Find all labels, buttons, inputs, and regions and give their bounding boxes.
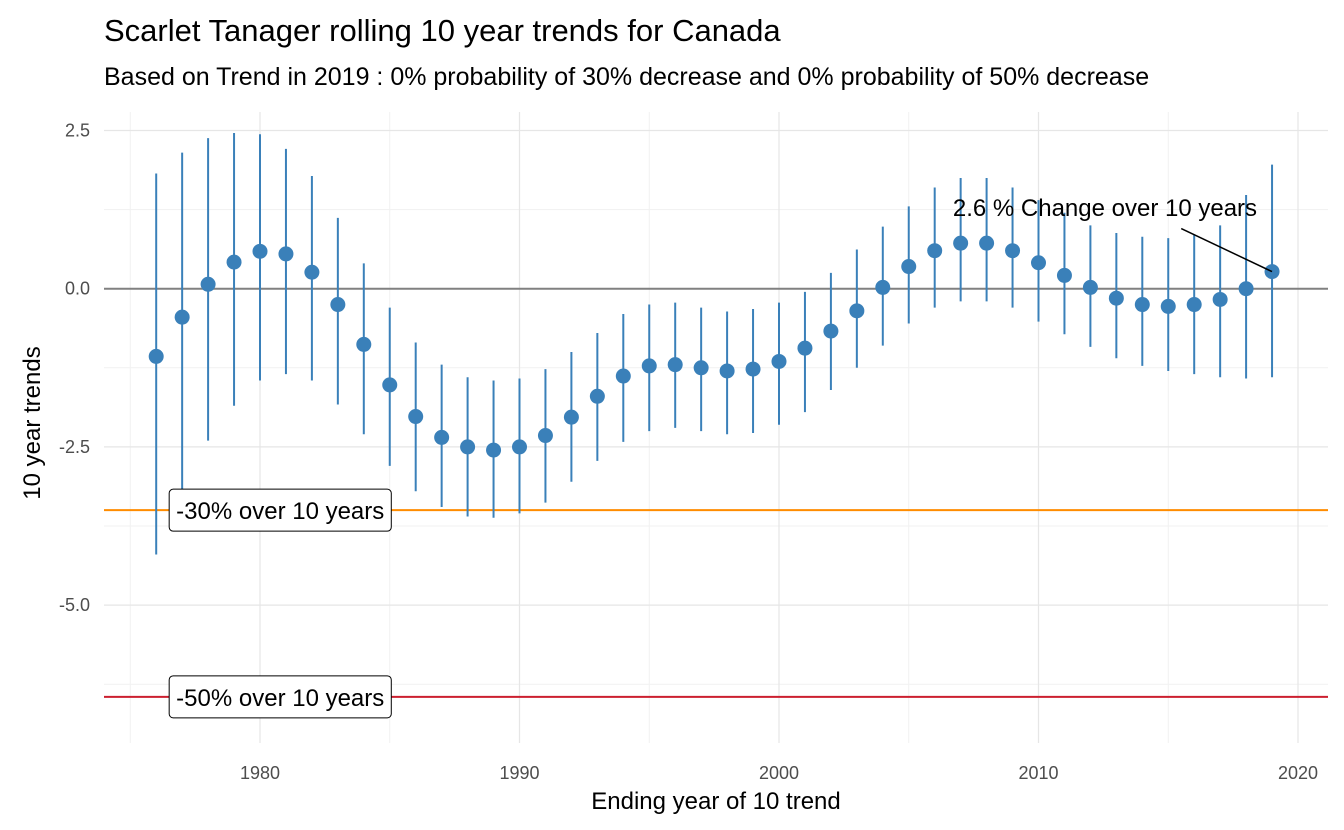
- y-tick-label: -2.5: [59, 437, 90, 457]
- data-point: [668, 357, 683, 372]
- x-tick-label: 2000: [759, 763, 799, 783]
- data-point: [875, 280, 890, 295]
- data-point: [175, 310, 190, 325]
- data-point: [797, 341, 812, 356]
- reference-label: -30% over 10 years: [176, 498, 384, 525]
- data-point: [746, 362, 761, 377]
- data-point: [1109, 291, 1124, 306]
- y-tick-label: 0.0: [65, 279, 90, 299]
- plot-area: 1980 1990 2000 2010 2020 2.5 0.0 -2.5 -5.0 -30% o…: [59, 112, 1328, 783]
- data-point: [720, 363, 735, 378]
- data-point: [1057, 268, 1072, 283]
- chart-subtitle: Based on Trend in 2019 : 0% probability …: [104, 63, 1149, 91]
- data-point: [538, 428, 553, 443]
- data-point: [408, 409, 423, 424]
- data-point: [304, 265, 319, 280]
- data-point: [772, 354, 787, 369]
- data-point: [253, 244, 268, 259]
- data-point: [901, 259, 916, 274]
- data-point: [564, 410, 579, 425]
- data-point: [694, 360, 709, 375]
- data-point: [434, 430, 449, 445]
- data-point: [1239, 281, 1254, 296]
- data-point: [460, 439, 475, 454]
- x-tick-label: 1980: [240, 763, 280, 783]
- x-axis-title: Ending year of 10 trend: [591, 788, 841, 815]
- data-point: [201, 277, 216, 292]
- x-tick-label: 2020: [1278, 763, 1318, 783]
- data-point: [1135, 297, 1150, 312]
- data-point: [356, 337, 371, 352]
- data-point: [616, 369, 631, 384]
- data-point: [149, 349, 164, 364]
- data-point: [227, 255, 242, 270]
- y-tick-label: -5.0: [59, 595, 90, 615]
- data-point: [1187, 297, 1202, 312]
- data-point: [278, 246, 293, 261]
- data-point: [330, 297, 345, 312]
- data-point: [927, 243, 942, 258]
- data-point: [1161, 299, 1176, 314]
- data-point: [1005, 243, 1020, 258]
- annotation-label: 2.6 % Change over 10 years: [953, 195, 1257, 222]
- data-point: [486, 443, 501, 458]
- data-point: [590, 389, 605, 404]
- data-point: [1031, 255, 1046, 270]
- y-tick-label: 2.5: [65, 121, 90, 141]
- data-point: [849, 303, 864, 318]
- data-point: [1213, 292, 1228, 307]
- data-point: [1083, 280, 1098, 295]
- data-point: [979, 236, 994, 251]
- x-tick-label: 1990: [499, 763, 539, 783]
- chart-title: Scarlet Tanager rolling 10 year trends f…: [104, 13, 781, 48]
- data-point: [953, 236, 968, 251]
- data-point: [823, 324, 838, 339]
- x-tick-label: 2010: [1018, 763, 1058, 783]
- data-point: [382, 377, 397, 392]
- y-axis-title: 10 year trends: [19, 346, 46, 499]
- data-point: [512, 439, 527, 454]
- data-point: [642, 358, 657, 373]
- reference-label: -50% over 10 years: [176, 685, 384, 712]
